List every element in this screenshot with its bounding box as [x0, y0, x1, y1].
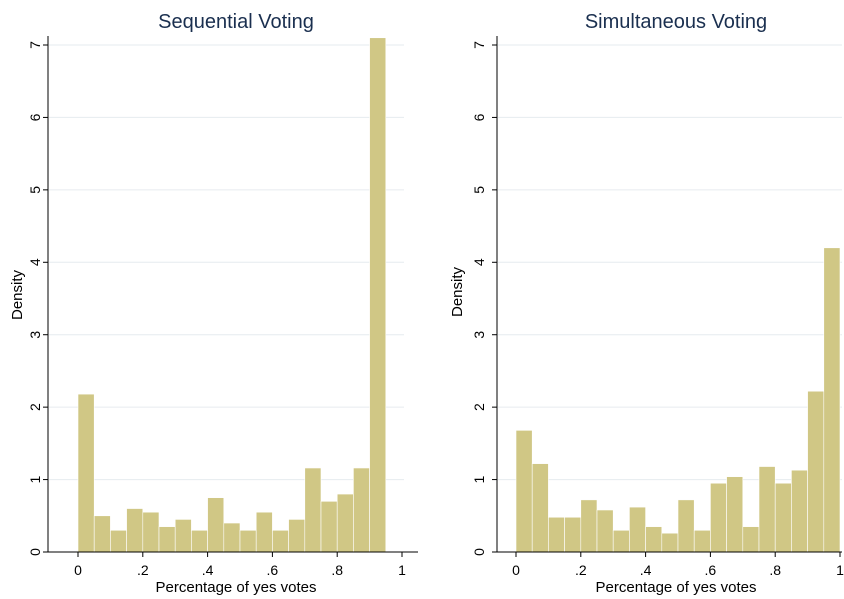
panel-title: Simultaneous Voting	[585, 11, 767, 33]
x-tick-label: 0	[512, 562, 520, 578]
panel-sequential: Sequential Voting 0 1 2 3 4 5 6 7 0 .2 .4 .6 .8 1 Pe…	[9, 11, 418, 596]
y-gridlines	[49, 44, 404, 481]
y-axis-label: Density	[9, 269, 26, 320]
x-tick-label: .6	[705, 562, 717, 578]
histogram-bar	[353, 467, 370, 553]
y-tick-label: 4	[27, 258, 43, 266]
histogram-bar	[207, 497, 225, 553]
x-tick-label: .8	[331, 562, 343, 578]
histogram-bar	[612, 529, 630, 553]
histogram-bar	[710, 482, 727, 553]
histogram-bar	[774, 482, 792, 553]
histogram-bar	[693, 529, 711, 553]
x-axis-ticks: 0 .2 .4 .6 .8 1	[512, 552, 844, 578]
x-tick-label: .8	[769, 562, 781, 578]
x-tick-label: .2	[137, 562, 149, 578]
histogram-bar	[661, 532, 679, 553]
x-tick-label: .4	[202, 562, 214, 578]
histogram-bar	[791, 469, 808, 553]
histogram-bar	[596, 509, 614, 553]
histogram-bar	[677, 499, 695, 553]
x-axis-label: Percentage of yes votes	[156, 579, 317, 596]
y-tick-label: 3	[27, 331, 43, 339]
histogram-bar	[807, 390, 825, 553]
y-tick-label: 0	[471, 548, 487, 556]
panel-title: Sequential Voting	[158, 11, 314, 33]
y-gridlines	[498, 44, 842, 481]
histogram-bar	[742, 526, 760, 553]
y-tick-label: 6	[27, 113, 43, 121]
y-tick-label: 5	[471, 186, 487, 194]
histogram-bar	[142, 511, 160, 553]
y-axis-label: Density	[449, 266, 466, 317]
histogram-bar	[629, 506, 646, 553]
x-axis-ticks: 0 .2 .4 .6 .8 1	[74, 552, 406, 578]
y-tick-label: 7	[27, 41, 43, 49]
histogram-bar	[304, 467, 322, 553]
y-axis-ticks: 0 1 2 3 4 5 6 7	[471, 41, 497, 556]
histogram-bar	[726, 476, 744, 553]
histogram-bar	[110, 529, 127, 553]
x-tick-label: 1	[836, 562, 844, 578]
bars	[515, 247, 841, 553]
x-tick-label: .4	[640, 562, 652, 578]
histogram-bar	[191, 529, 208, 553]
histogram-bar	[369, 37, 387, 553]
histogram-bar	[93, 515, 111, 553]
x-tick-label: .6	[267, 562, 279, 578]
histogram-bar	[515, 430, 533, 553]
histogram-bar	[272, 529, 289, 553]
y-tick-label: 5	[27, 186, 43, 194]
y-tick-label: 0	[27, 548, 43, 556]
histogram-bar	[564, 516, 582, 553]
histogram-bar	[126, 508, 144, 553]
histogram-bar	[580, 499, 598, 553]
y-tick-label: 1	[471, 475, 487, 483]
histogram-bar	[158, 526, 176, 553]
x-tick-label: 1	[398, 562, 406, 578]
y-tick-label: 6	[471, 113, 487, 121]
histogram-bar	[531, 463, 549, 553]
x-tick-label: 0	[74, 562, 82, 578]
histogram-bar	[239, 529, 257, 553]
histogram-bar	[223, 522, 241, 553]
y-tick-label: 2	[471, 403, 487, 411]
histogram-bar	[645, 526, 663, 553]
y-tick-label: 4	[471, 258, 487, 266]
histogram-bar	[823, 247, 841, 553]
y-tick-label: 2	[27, 403, 43, 411]
histogram-bar	[288, 519, 306, 553]
histogram-bar	[320, 500, 338, 553]
y-tick-label: 3	[471, 331, 487, 339]
x-tick-label: .2	[575, 562, 587, 578]
histogram-bar	[336, 493, 354, 553]
x-axis-label: Percentage of yes votes	[596, 579, 757, 596]
histogram-bar	[255, 511, 273, 553]
y-tick-label: 1	[27, 475, 43, 483]
histogram-bar	[77, 393, 95, 553]
histogram-bar	[174, 519, 192, 553]
y-tick-label: 7	[471, 41, 487, 49]
bars	[77, 37, 387, 553]
y-axis-ticks: 0 1 2 3 4 5 6 7	[27, 41, 48, 556]
histogram-bar	[548, 516, 565, 553]
histogram-bar	[758, 466, 776, 553]
